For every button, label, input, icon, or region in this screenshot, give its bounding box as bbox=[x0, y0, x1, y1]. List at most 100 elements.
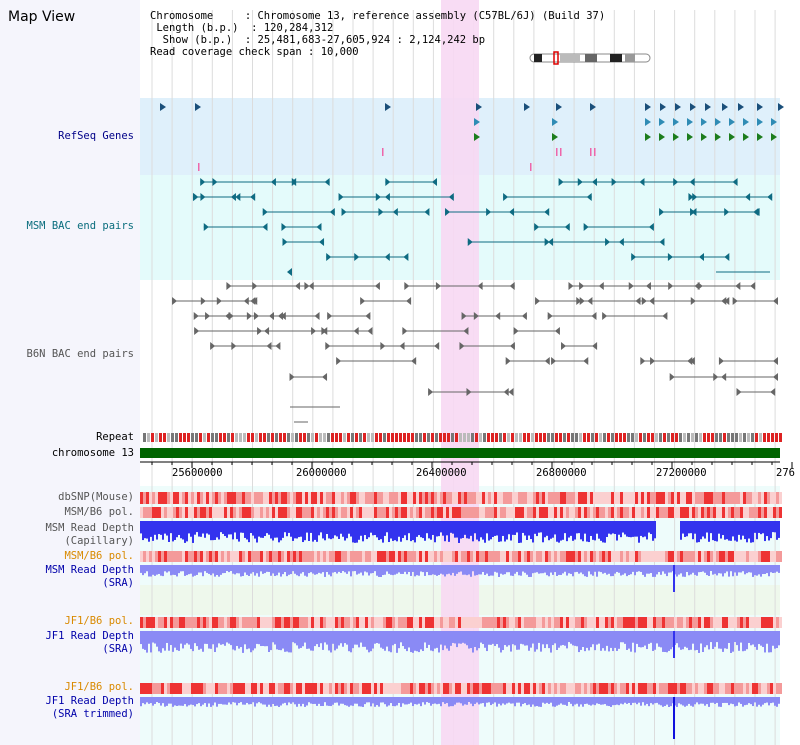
msm-sra-depth-bar bbox=[242, 565, 244, 577]
jf1-sra-depth-bar bbox=[468, 631, 470, 649]
track-label-dbsnp[interactable]: dbSNP(Mouse) bbox=[58, 491, 134, 503]
msm-pol2-strip bbox=[734, 551, 737, 562]
dbsnp-strip bbox=[248, 492, 251, 504]
gene-glyph bbox=[645, 118, 651, 126]
track-label-msm-depth-cap-1[interactable]: MSM Read Depth bbox=[45, 522, 134, 534]
gene-glyph bbox=[160, 103, 166, 111]
jf1-sra-depth-bar bbox=[562, 631, 564, 645]
jf1-sra-depth-bar bbox=[552, 631, 554, 646]
msm-pol2-strip bbox=[659, 551, 662, 562]
msm-sra-depth-bar bbox=[426, 565, 428, 573]
msm-cap-depth-bar bbox=[326, 521, 328, 534]
repeat-mark bbox=[707, 433, 710, 442]
depth-spike bbox=[673, 565, 675, 592]
b6n-bac-pair-end bbox=[773, 373, 778, 381]
msm-pol2-strip bbox=[761, 551, 764, 562]
b6n-bac-pair-end bbox=[495, 312, 501, 320]
msm-pol2-strip bbox=[506, 551, 509, 562]
msm-cap-depth-bar bbox=[578, 521, 580, 534]
jf1-pol2-strip bbox=[338, 683, 341, 694]
dbsnp-strip bbox=[569, 492, 572, 504]
jf1-pol-strip bbox=[350, 617, 353, 628]
jf1-sra-depth-bar bbox=[494, 631, 496, 647]
msm-pol-strip bbox=[674, 507, 677, 518]
msm-bac-pair-end bbox=[659, 238, 665, 246]
jf1-sra-depth-bar bbox=[522, 631, 524, 645]
dbsnp-strip bbox=[629, 492, 632, 504]
jf1-pol2-strip bbox=[194, 683, 197, 694]
msm-cap-depth-bar bbox=[564, 521, 566, 534]
jf1-pol-strip bbox=[329, 617, 332, 628]
msm-pol-strip bbox=[563, 507, 566, 518]
dbsnp-strip bbox=[503, 492, 506, 504]
jf1-pol2-strip bbox=[764, 683, 767, 694]
jf1-pol-strip bbox=[449, 617, 452, 628]
track-label-b6n-bac[interactable]: B6N BAC end pairs bbox=[26, 348, 134, 360]
msm-pol-strip bbox=[524, 507, 527, 518]
jf1-pol-strip bbox=[419, 617, 422, 628]
jf1-pol-strip bbox=[521, 617, 524, 628]
track-label-msm-b6-pol-1[interactable]: MSM/B6 pol. bbox=[64, 506, 134, 518]
msm-pol-strip bbox=[650, 507, 653, 518]
track-label-repeat[interactable]: Repeat bbox=[96, 431, 134, 443]
jf1-pol2-strip bbox=[521, 683, 524, 694]
jf1-sra-depth-bar bbox=[542, 631, 544, 645]
b6n-bac-pair-end bbox=[321, 327, 327, 335]
track-label-msm-bac[interactable]: MSM BAC end pairs bbox=[26, 220, 134, 232]
jf1-trim-depth-bar bbox=[534, 697, 536, 707]
jf1-trim-depth-bar bbox=[230, 697, 232, 705]
jf1-trim-depth-bar bbox=[326, 697, 328, 706]
track-label-jf1-b6-pol-2[interactable]: JF1/B6 pol. bbox=[64, 681, 134, 693]
dbsnp-strip bbox=[383, 492, 386, 504]
jf1-pol2-strip bbox=[599, 683, 602, 694]
dbsnp-strip bbox=[761, 492, 764, 504]
track-label-jf1-depth-sra-1[interactable]: JF1 Read Depth bbox=[45, 630, 134, 642]
msm-pol2-strip bbox=[170, 551, 173, 562]
msm-pol2-strip bbox=[518, 551, 521, 562]
track-label-jf1-b6-pol-1[interactable]: JF1/B6 pol. bbox=[64, 615, 134, 627]
jf1-pol2-strip bbox=[269, 683, 272, 694]
jf1-pol2-strip bbox=[290, 683, 293, 694]
gene-glyph bbox=[715, 118, 721, 126]
jf1-pol2-strip bbox=[377, 683, 380, 694]
track-label-msm-depth-sra-1[interactable]: MSM Read Depth bbox=[45, 564, 134, 576]
jf1-trim-depth-bar bbox=[654, 697, 656, 704]
jf1-trim-depth-bar bbox=[288, 697, 290, 703]
jf1-sra-depth-bar bbox=[500, 631, 502, 653]
jf1-sra-depth-bar bbox=[398, 631, 400, 649]
jf1-trim-depth-bar bbox=[186, 697, 188, 707]
jf1-sra-depth-bar bbox=[478, 631, 480, 649]
jf1-trim-depth-bar bbox=[206, 697, 208, 707]
msm-sra-depth-bar bbox=[690, 565, 692, 575]
repeat-mark bbox=[723, 433, 726, 442]
track-label-msm-b6-pol-2[interactable]: MSM/B6 pol. bbox=[64, 550, 134, 562]
jf1-pol-strip bbox=[245, 617, 248, 628]
jf1-pol2-strip bbox=[503, 683, 506, 694]
repeat-mark bbox=[599, 433, 602, 442]
msm-pol2-strip bbox=[713, 551, 716, 562]
msm-sra-depth-bar bbox=[712, 565, 714, 575]
jf1-pol2-strip bbox=[560, 683, 563, 694]
jf1-trim-depth-bar bbox=[284, 697, 286, 703]
track-label-chromosome[interactable]: chromosome 13 bbox=[51, 447, 134, 459]
msm-cap-depth-bar bbox=[252, 521, 254, 536]
jf1-trim-depth-bar bbox=[218, 697, 220, 704]
msm-sra-depth-bar bbox=[252, 565, 254, 573]
track-label-refseq[interactable]: RefSeq Genes bbox=[58, 130, 134, 142]
jf1-pol2-strip bbox=[653, 683, 656, 694]
msm-cap-depth-bar bbox=[348, 521, 350, 534]
dbsnp-strip bbox=[437, 492, 440, 504]
gene-tick bbox=[530, 163, 532, 171]
jf1-trim-depth-bar bbox=[716, 697, 718, 703]
jf1-sra-depth-bar bbox=[412, 631, 414, 653]
jf1-pol2-strip bbox=[191, 683, 194, 694]
msm-sra-depth-bar bbox=[582, 565, 584, 575]
track-label-jf1-depth-trim-1[interactable]: JF1 Read Depth bbox=[45, 695, 134, 707]
msm-sra-depth-bar bbox=[318, 565, 320, 573]
track-label-msm-depth-cap-2: (Capillary) bbox=[64, 535, 134, 547]
jf1-trim-depth-bar bbox=[512, 697, 514, 704]
jf1-pol-strip bbox=[278, 617, 281, 628]
jf1-pol2-strip bbox=[470, 683, 473, 694]
jf1-sra-depth-bar bbox=[690, 631, 692, 650]
jf1-trim-depth-bar bbox=[456, 697, 458, 703]
